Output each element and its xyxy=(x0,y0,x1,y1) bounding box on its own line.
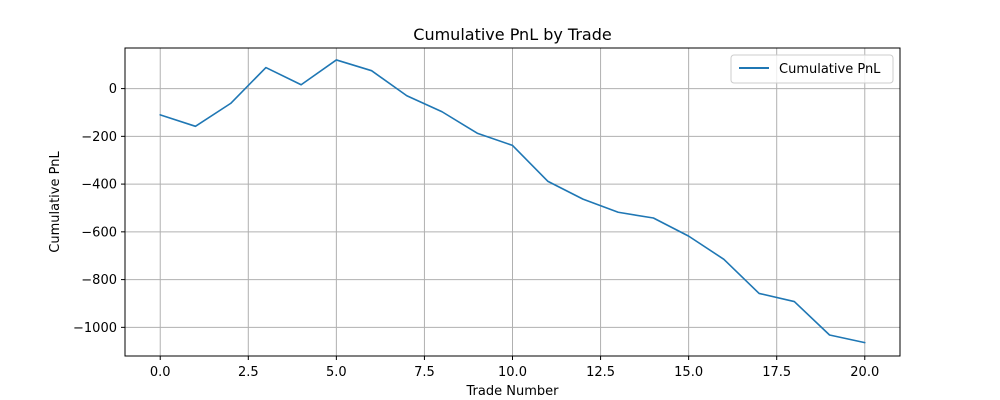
x-tick-label: 12.5 xyxy=(586,365,615,380)
chart-title: Cumulative PnL by Trade xyxy=(413,25,611,44)
y-tick-label: −600 xyxy=(81,225,117,240)
legend-box xyxy=(730,54,894,84)
x-tick-label: 7.5 xyxy=(414,365,435,380)
x-tick-label: 17.5 xyxy=(762,365,791,380)
y-tick-label: −800 xyxy=(81,273,117,288)
y-tick-label: −400 xyxy=(81,178,117,193)
x-axis-ticks: 0.0 2.5 5.0 7.5 10.0 12.5 15.0 17.5 20.0 xyxy=(150,356,879,380)
y-tick-label: −200 xyxy=(81,130,117,145)
series-line-cumulative-pnl xyxy=(159,59,866,344)
series-layer xyxy=(159,59,866,344)
grid xyxy=(125,48,900,356)
legend-label: Cumulative PnL xyxy=(779,62,881,77)
x-tick-label: 5.0 xyxy=(326,365,347,380)
x-tick-label: 10.0 xyxy=(498,365,527,380)
x-tick-label: 20.0 xyxy=(850,365,879,380)
y-tick-label: 0 xyxy=(109,82,117,97)
legend: Cumulative PnL xyxy=(730,54,894,84)
x-axis-label: Trade Number xyxy=(466,384,560,399)
y-axis-label: Cumulative PnL xyxy=(48,151,63,253)
y-axis-ticks: 0 −200 −400 −600 −800 −1000 xyxy=(73,82,125,336)
x-tick-label: 0.0 xyxy=(150,365,171,380)
y-tick-label: −1000 xyxy=(73,321,117,336)
x-tick-label: 15.0 xyxy=(674,365,703,380)
x-tick-label: 2.5 xyxy=(238,365,259,380)
